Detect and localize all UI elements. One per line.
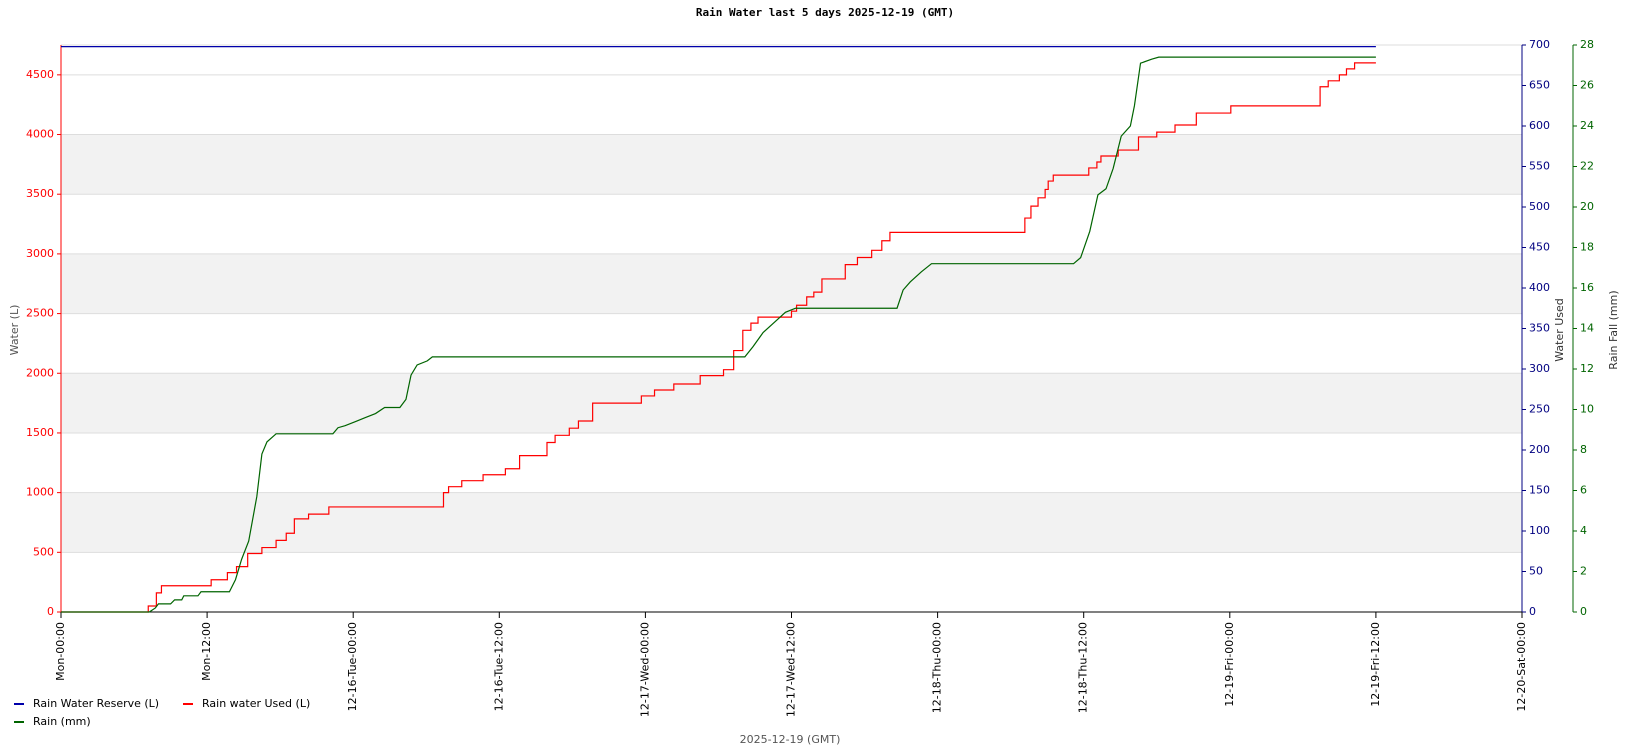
y2-tick-label: 350 [1529, 322, 1550, 335]
y3-tick-label: 6 [1580, 484, 1587, 497]
x-tick-label: 12-19-Fri-12:00 [1369, 622, 1382, 707]
y-tick-label: 4000 [26, 128, 54, 141]
x-axis-label: 2025-12-19 (GMT) [740, 733, 841, 746]
y3-tick-label: 14 [1580, 322, 1594, 335]
y2-tick-label: 400 [1529, 281, 1550, 294]
chart-title: Rain Water last 5 days 2025-12-19 (GMT) [696, 6, 954, 19]
y2-tick-label: 600 [1529, 119, 1550, 132]
y2-tick-label: 100 [1529, 524, 1550, 537]
y3-tick-label: 22 [1580, 160, 1594, 173]
y2-tick-label: 300 [1529, 362, 1550, 375]
x-tick-label: 12-17-Wed-00:00 [638, 622, 651, 717]
y3-tick-label: 18 [1580, 241, 1594, 254]
x-tick-label: 12-18-Thu-00:00 [931, 622, 944, 713]
y-tick-label: 3500 [26, 187, 54, 200]
x-tick-label: Mon-00:00 [54, 622, 67, 681]
legend-label: Rain water Used (L) [202, 697, 310, 710]
x-tick-label: 12-16-Tue-00:00 [346, 622, 359, 711]
x-tick-label: 12-20-Sat-00:00 [1515, 622, 1528, 712]
y-tick-label: 1500 [26, 426, 54, 439]
y3-tick-label: 10 [1580, 403, 1594, 416]
y-tick-label: 0 [47, 605, 54, 618]
y3-tick-label: 4 [1580, 524, 1587, 537]
y3-tick-label: 20 [1580, 200, 1594, 213]
x-tick-label: Mon-12:00 [200, 622, 213, 681]
y3-tick-label: 26 [1580, 79, 1594, 92]
x-tick-label: 12-19-Fri-00:00 [1223, 622, 1236, 707]
y-tick-label: 2000 [26, 366, 54, 379]
grid-band [61, 134, 1522, 195]
y3-tick-label: 28 [1580, 38, 1594, 51]
y-tick-label: 1000 [26, 486, 54, 499]
y3-tick-label: 2 [1580, 565, 1587, 578]
y3-tick-label: 8 [1580, 443, 1587, 456]
y-tick-label: 2500 [26, 307, 54, 320]
y2-tick-label: 150 [1529, 484, 1550, 497]
y2-tick-label: 200 [1529, 443, 1550, 456]
y2-axis-label: Water Used [1553, 298, 1566, 362]
y2-tick-label: 50 [1529, 565, 1543, 578]
y-tick-label: 3000 [26, 247, 54, 260]
y3-tick-label: 0 [1580, 605, 1587, 618]
x-tick-label: 12-18-Thu-12:00 [1077, 622, 1090, 713]
y-tick-label: 4500 [26, 68, 54, 81]
legend-label: Rain Water Reserve (L) [33, 697, 159, 710]
series-line [61, 62, 1376, 613]
y2-tick-label: 550 [1529, 160, 1550, 173]
y3-tick-label: 24 [1580, 119, 1594, 132]
y2-tick-label: 650 [1529, 79, 1550, 92]
y-tick-label: 500 [33, 545, 54, 558]
y2-tick-label: 500 [1529, 200, 1550, 213]
grid-band [61, 253, 1522, 314]
y3-tick-label: 12 [1580, 362, 1594, 375]
series-line [61, 56, 1376, 613]
grid-band [61, 492, 1522, 553]
y2-tick-label: 0 [1529, 605, 1536, 618]
y-axis-label: Water (L) [8, 305, 21, 356]
y3-tick-label: 16 [1580, 281, 1594, 294]
grid-band [61, 373, 1522, 433]
y2-tick-label: 700 [1529, 38, 1550, 51]
y2-tick-label: 250 [1529, 403, 1550, 416]
x-tick-label: 12-17-Wed-12:00 [785, 622, 798, 717]
legend-label: Rain (mm) [33, 715, 91, 728]
y2-tick-label: 450 [1529, 241, 1550, 254]
x-tick-label: 12-16-Tue-12:00 [492, 622, 505, 711]
y3-axis-label: Rain Fall (mm) [1607, 290, 1620, 369]
